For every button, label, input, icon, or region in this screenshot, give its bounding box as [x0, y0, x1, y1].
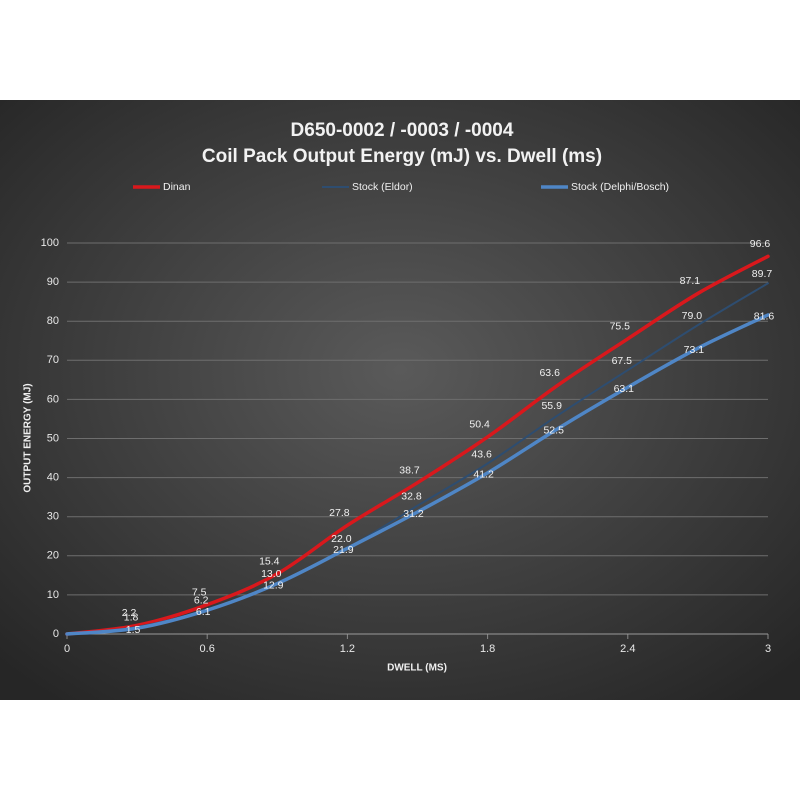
x-tick-label: 1.2: [340, 643, 355, 655]
data-label: 43.6: [471, 448, 492, 460]
data-label: 1.8: [124, 612, 139, 624]
y-tick-label: 60: [47, 393, 59, 405]
y-tick-label: 40: [47, 472, 59, 484]
x-tick-label: 1.8: [480, 643, 495, 655]
y-tick-label: 90: [47, 276, 59, 288]
x-tick-label: 0.6: [200, 643, 215, 655]
data-label: 13.0: [261, 568, 282, 580]
chart-title: D650-0002 / -0003 / -0004: [291, 120, 514, 141]
data-label: 7.5: [192, 586, 207, 598]
y-tick-label: 20: [47, 550, 59, 562]
series-line: [65, 313, 770, 636]
legend-label: Stock (Delphi/Bosch): [571, 181, 669, 193]
legend-label: Stock (Eldor): [352, 181, 413, 193]
data-label: 63.1: [614, 383, 635, 395]
data-label: 89.7: [752, 268, 773, 280]
data-label: 52.5: [543, 425, 564, 437]
data-label: 6.1: [196, 606, 211, 618]
data-label: 55.9: [541, 400, 562, 412]
data-label: 63.6: [539, 367, 560, 379]
y-axis-title: OUTPUT ENERGY (MJ): [23, 383, 34, 492]
chart-background: [0, 100, 800, 700]
legend-label: Dinan: [163, 181, 191, 193]
data-label: 22.0: [331, 533, 352, 545]
data-label: 50.4: [469, 419, 490, 431]
data-label: 79.0: [682, 310, 703, 322]
data-label: 12.9: [263, 579, 284, 591]
data-label: 73.1: [684, 344, 705, 356]
y-tick-label: 50: [47, 432, 59, 444]
x-tick-label: 2.4: [620, 643, 635, 655]
y-tick-label: 10: [47, 589, 59, 601]
data-label: 1.5: [126, 624, 141, 636]
y-tick-label: 30: [47, 511, 59, 523]
x-tick-label: 0: [64, 643, 70, 655]
data-label: 75.5: [610, 321, 631, 333]
data-label: 21.9: [333, 544, 354, 556]
data-label: 31.2: [403, 508, 424, 520]
y-tick-label: 0: [53, 628, 59, 640]
data-label: 15.4: [259, 556, 280, 568]
x-tick-label: 3: [765, 643, 771, 655]
data-label: 87.1: [680, 275, 701, 287]
data-label: 27.8: [329, 507, 350, 519]
data-label: 96.6: [750, 238, 771, 250]
data-label: 41.2: [473, 469, 494, 481]
x-axis-title: DWELL (MS): [387, 663, 447, 674]
y-tick-label: 70: [47, 354, 59, 366]
data-label: 67.5: [612, 355, 633, 367]
data-label: 2.2: [122, 607, 137, 619]
data-label: 6.2: [194, 595, 209, 607]
series-line: [65, 254, 770, 636]
y-tick-label: 80: [47, 315, 59, 327]
chart-subtitle: Coil Pack Output Energy (mJ) vs. Dwell (…: [202, 146, 602, 167]
data-label: 32.8: [401, 491, 422, 503]
data-label: 38.7: [399, 464, 420, 476]
data-label: 81.6: [754, 311, 775, 323]
y-tick-label: 100: [41, 237, 59, 249]
